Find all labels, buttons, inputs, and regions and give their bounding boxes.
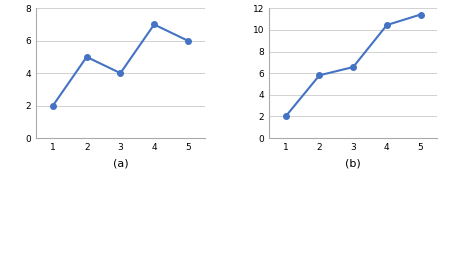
X-axis label: (b): (b) <box>345 159 361 169</box>
X-axis label: (a): (a) <box>113 159 128 169</box>
